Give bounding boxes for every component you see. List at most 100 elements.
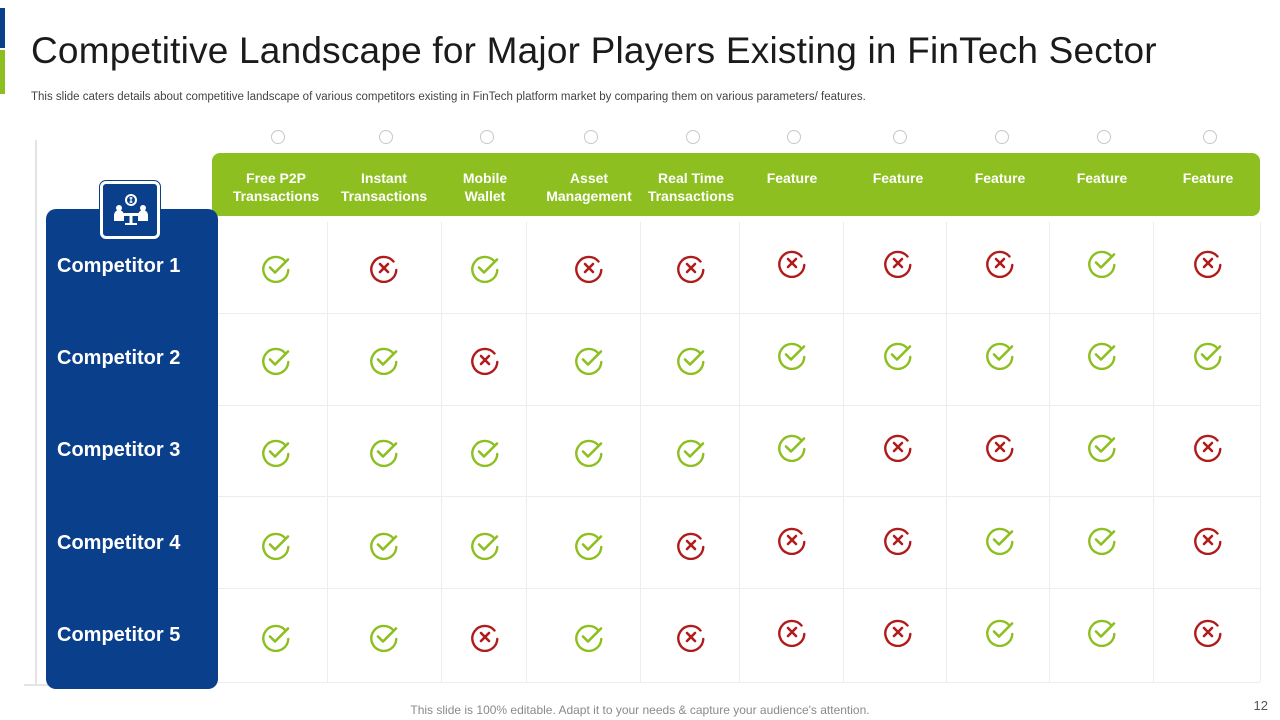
check-icon <box>985 617 1015 648</box>
check-icon <box>676 437 706 468</box>
feature-header-line: Transactions <box>340 188 428 204</box>
cross-icon <box>1193 525 1223 556</box>
check-icon <box>1193 340 1223 371</box>
grid-vline <box>1049 222 1050 682</box>
feature-header-4: Asset Management <box>534 169 644 205</box>
grid-vline <box>946 222 947 682</box>
cross-icon <box>777 617 807 648</box>
feature-header-line: Feature <box>766 170 818 186</box>
competitor-label-5: Competitor 5 <box>57 624 181 646</box>
check-icon <box>1087 432 1117 463</box>
check-icon <box>261 253 291 284</box>
feature-header-line: Feature <box>1076 170 1128 186</box>
feature-header-line: Feature <box>872 170 924 186</box>
check-icon <box>985 340 1015 371</box>
feature-header-5: Real Time Transactions <box>636 169 746 205</box>
check-icon <box>261 345 291 376</box>
feature-header-line: Feature <box>1182 170 1234 186</box>
cross-icon <box>470 345 500 376</box>
feature-header-line: Mobile <box>462 170 508 186</box>
cross-icon <box>574 253 604 284</box>
accent-bar-blue <box>0 8 5 48</box>
grid-hline <box>218 405 1260 406</box>
feature-header-line: Asset <box>569 170 609 186</box>
column-radio-1[interactable] <box>271 130 285 144</box>
page-number: 12 <box>1253 698 1268 713</box>
grid-vline <box>640 222 641 682</box>
feature-header-line: Instant <box>361 170 407 186</box>
column-radio-2[interactable] <box>379 130 393 144</box>
decorative-timeline-foot <box>24 684 48 686</box>
competitor-label-2: Competitor 2 <box>57 347 181 369</box>
grid-vline <box>1153 222 1154 682</box>
cross-icon <box>883 617 913 648</box>
check-icon <box>1087 248 1117 279</box>
decorative-timeline <box>35 140 37 685</box>
cross-icon <box>883 432 913 463</box>
competitor-label-3: Competitor 3 <box>57 439 181 461</box>
cross-icon <box>1193 432 1223 463</box>
column-radio-5[interactable] <box>686 130 700 144</box>
feature-header-line: Feature <box>974 170 1026 186</box>
feature-header-2: Instant Transactions <box>329 169 439 205</box>
feature-header-3: Mobile Wallet <box>430 169 540 205</box>
column-radio-3[interactable] <box>480 130 494 144</box>
check-icon <box>574 345 604 376</box>
column-radio-6[interactable] <box>787 130 801 144</box>
column-radio-10[interactable] <box>1203 130 1217 144</box>
check-icon <box>777 432 807 463</box>
check-icon <box>574 622 604 653</box>
cross-icon <box>985 248 1015 279</box>
column-radio-4[interactable] <box>584 130 598 144</box>
column-radio-9[interactable] <box>1097 130 1111 144</box>
column-radio-8[interactable] <box>995 130 1009 144</box>
cross-icon <box>676 530 706 561</box>
grid-vline <box>526 222 527 682</box>
check-icon <box>470 437 500 468</box>
feature-header-line: Transactions <box>647 188 735 204</box>
check-icon <box>261 622 291 653</box>
feature-header-line: Wallet <box>464 188 506 204</box>
grid-hline <box>218 496 1260 497</box>
feature-header-8: Feature <box>945 169 1055 187</box>
grid-vline <box>1260 222 1261 682</box>
check-icon <box>369 345 399 376</box>
cross-icon <box>883 248 913 279</box>
accent-bar-green <box>0 50 5 94</box>
cross-icon <box>676 622 706 653</box>
grid-vline <box>327 222 328 682</box>
feature-header-10: Feature <box>1153 169 1263 187</box>
column-radio-7[interactable] <box>893 130 907 144</box>
grid-hline <box>218 682 1260 683</box>
check-icon <box>1087 525 1117 556</box>
grid-hline <box>218 313 1260 314</box>
check-icon <box>369 530 399 561</box>
check-icon <box>777 340 807 371</box>
grid-vline <box>441 222 442 682</box>
grid-vline <box>739 222 740 682</box>
feature-header-1: Free P2P Transactions <box>221 169 331 205</box>
feature-header-bar: Free P2P Transactions Instant Transactions M… <box>212 153 1260 216</box>
grid-vline <box>843 222 844 682</box>
business-meeting-icon <box>114 194 148 225</box>
cross-icon <box>676 253 706 284</box>
cross-icon <box>1193 617 1223 648</box>
grid-hline <box>218 588 1260 589</box>
feature-header-9: Feature <box>1047 169 1157 187</box>
check-icon <box>574 437 604 468</box>
check-icon <box>1087 617 1117 648</box>
feature-header-line: Transactions <box>232 188 320 204</box>
competitor-panel <box>46 209 218 689</box>
logo-tile <box>100 181 160 239</box>
cross-icon <box>369 253 399 284</box>
check-icon <box>261 437 291 468</box>
check-icon <box>369 622 399 653</box>
check-icon <box>369 437 399 468</box>
feature-header-6: Feature <box>737 169 847 187</box>
cross-icon <box>777 525 807 556</box>
competitor-label-4: Competitor 4 <box>57 532 181 554</box>
cross-icon <box>777 248 807 279</box>
comparison-grid <box>218 222 1261 683</box>
feature-header-line: Management <box>546 188 632 204</box>
feature-header-line: Free P2P <box>246 170 306 186</box>
